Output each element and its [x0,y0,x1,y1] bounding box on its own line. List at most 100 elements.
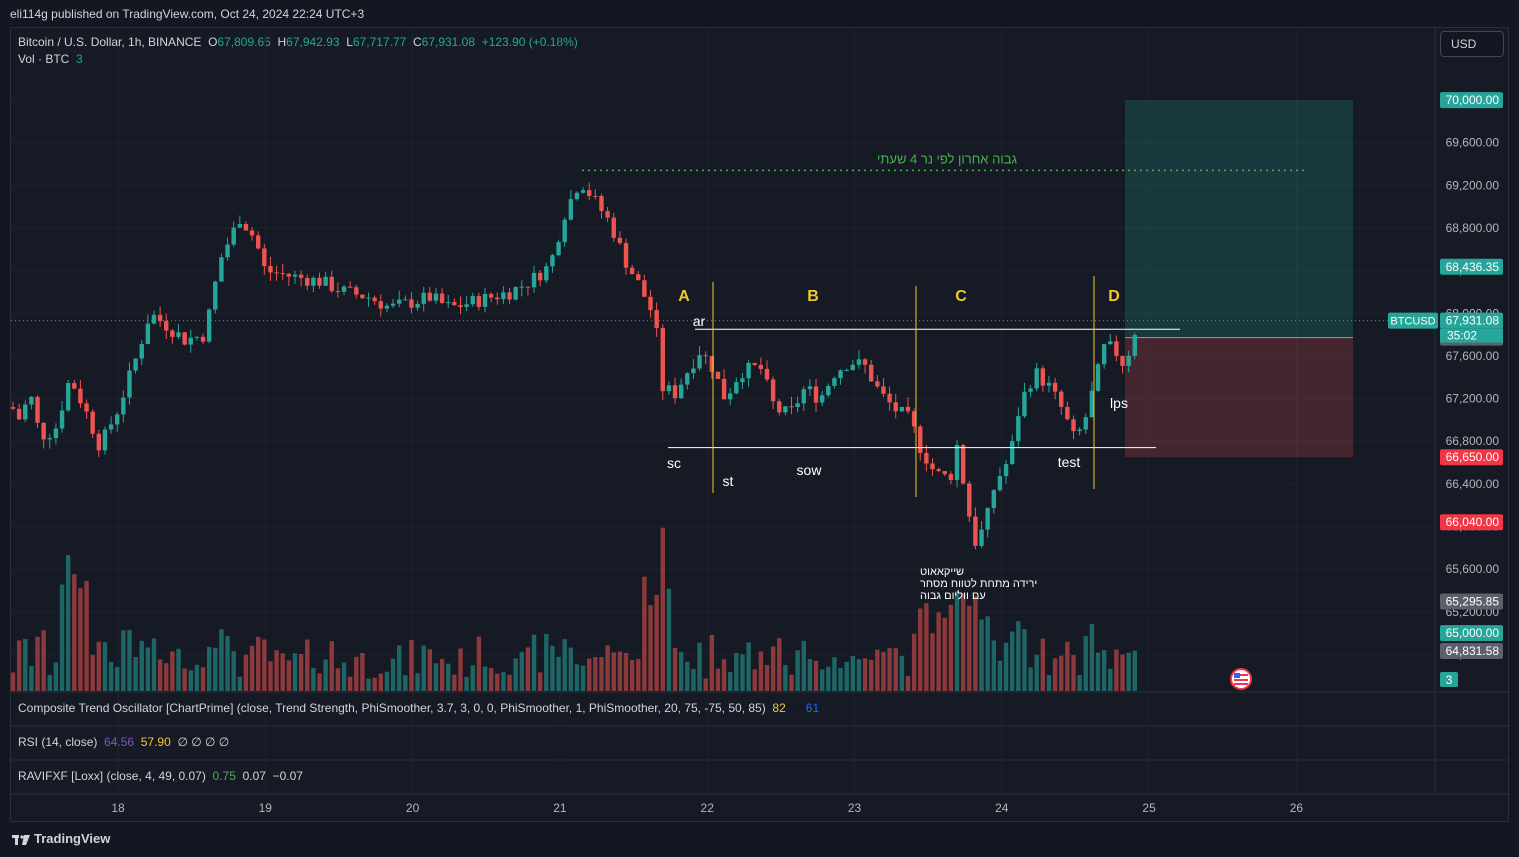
candle-body [672,385,678,399]
y-tick-label: 67,200.00 [1446,392,1500,406]
candle-body [157,314,163,322]
volume-bar [403,675,408,691]
volume-bar [562,639,567,691]
candle-body [660,327,665,392]
volume-bar [593,657,598,691]
x-tick-label: 22 [701,801,715,815]
position-tool [1125,100,1353,458]
tradingview-logo[interactable]: TradingView [12,831,110,846]
candle-body [556,242,561,256]
price-tag-label: 65,000.00 [1446,626,1500,640]
currency-button[interactable]: USD [1440,31,1504,57]
candle-body [298,274,304,278]
candle-body [844,370,849,372]
countdown-label: 35:02 [1447,329,1477,343]
candle-body [550,255,555,267]
price-tag-bg [1440,312,1503,329]
candle-body [537,272,543,281]
symbol-legend[interactable]: Bitcoin / U.S. Dollar, 1h, BINANCE O67,8… [18,35,578,49]
candle-body [758,364,764,369]
candle-body [133,358,138,371]
candle-body [568,199,574,220]
volume-bar [862,658,868,691]
loss-zone [1125,337,1353,458]
candle-body [973,516,978,546]
candle-body [777,401,782,413]
volume-bar [72,574,77,691]
volume-bar [280,653,285,691]
volume-bar [59,584,65,691]
volume-bar [133,657,138,691]
candle-body [1120,355,1125,366]
candle-body [96,433,102,451]
rsi-value-1: 64.56 [104,735,135,749]
price-tag-bg [1440,449,1503,466]
volume-bar [997,660,1003,691]
candle-body [249,230,255,236]
volume-bar [507,674,512,691]
symbol-tag-label: BTCUSD [1390,316,1435,328]
volume-bar [924,603,929,691]
candle-body [905,406,911,412]
volume-bar [697,642,702,691]
indicator-ravi[interactable]: RAVIFXF [Loxx] (close, 4, 49, 0.07) 0.75… [18,769,303,783]
candle-body [102,429,108,451]
volume-bar [550,645,555,691]
volume-bar [108,661,114,691]
volume-bar [525,647,531,691]
candle-body [1016,416,1021,442]
volume-bar [470,665,475,691]
y-tick-label: 67,600.00 [1446,349,1500,363]
volume-bar [1003,642,1009,691]
x-tick-label: 18 [111,801,125,815]
candle-body [599,196,604,212]
candle-body [783,406,788,413]
volume-bar [1052,658,1058,691]
volume-bar [740,654,745,691]
volume-bar [354,656,359,691]
indicator-cto[interactable]: Composite Trend Oscillator [ChartPrime] … [18,701,819,715]
price-tag-bg [1440,92,1503,109]
volume-bar [967,605,972,691]
volume-bar [1071,654,1076,691]
candle-body [90,411,95,434]
volume-bar [1028,667,1033,691]
volume-bar [1016,621,1021,691]
volume-bar [893,648,898,691]
volume-bar [347,676,353,691]
volume-bar [752,669,757,691]
candle-body [531,272,537,288]
candle-body [1003,464,1009,477]
volume-bar [139,640,144,691]
volume-legend[interactable]: Vol · BTC 3 [18,52,83,66]
candle-body [47,438,52,440]
ravi-title: RAVIFXF [Loxx] (close, 4, 49, 0.07) [18,769,206,783]
candle-body [648,296,653,311]
y-tick-label: 68,800.00 [1446,221,1500,235]
candle-body [78,388,83,404]
candle-body [280,273,285,275]
candle-body [666,385,672,392]
candle-body [317,277,322,286]
candle-body [728,393,733,400]
candle-body [366,297,371,299]
candle-body [587,190,592,196]
candle-body [654,310,659,328]
volume-bar [1126,652,1131,691]
volume-bar [1083,636,1088,691]
volume-bar [1120,654,1125,691]
volume-bar [691,669,696,691]
candle-body [1095,364,1101,391]
volume-bar [672,647,678,691]
candle-body [918,426,923,453]
volume-bar [1101,650,1107,691]
volume-bar [452,674,457,691]
price-tag-label: 67,931.08 [1446,314,1500,328]
volume-bar [96,641,102,691]
candle-body [360,294,365,299]
indicator-rsi[interactable]: RSI (14, close) 64.56 57.90 ∅ ∅ ∅ ∅ [18,735,229,749]
candle-body [899,406,905,412]
volume-bar [495,673,500,691]
volume-bar [587,658,592,691]
